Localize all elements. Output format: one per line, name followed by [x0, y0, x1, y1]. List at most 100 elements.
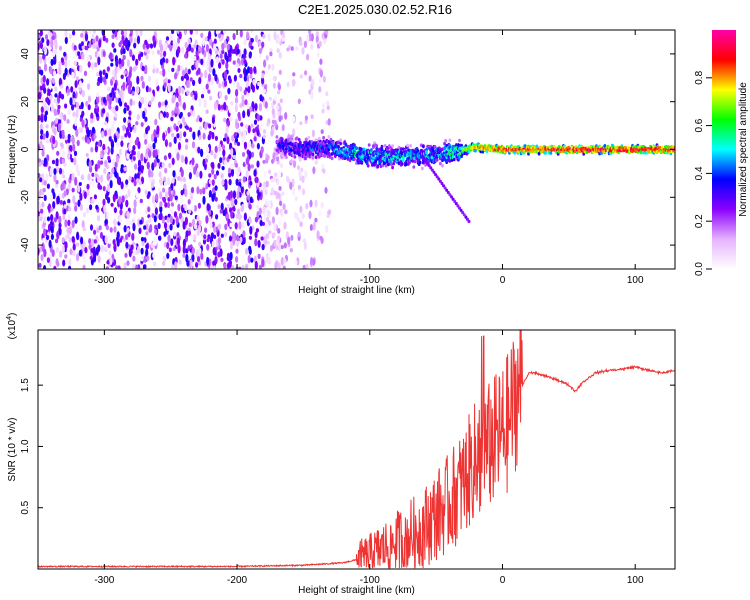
noise-cell — [112, 120, 116, 125]
noise-cell — [94, 62, 98, 68]
noise-cell — [81, 136, 85, 141]
noise-cell — [100, 244, 104, 253]
snr-ytick-label: 1.0 — [20, 439, 31, 453]
noise-cell — [55, 258, 59, 266]
noise-cell — [211, 161, 215, 170]
noise-cell — [68, 265, 72, 269]
noise-cell — [268, 230, 272, 235]
noise-cell — [273, 239, 277, 248]
noise-cell — [75, 253, 80, 262]
noise-cell — [153, 129, 157, 138]
noise-cell — [154, 118, 158, 126]
noise-cell — [191, 205, 195, 212]
noise-cell — [42, 187, 46, 193]
noise-cell — [139, 219, 143, 225]
noise-cell — [72, 111, 76, 117]
streak-cell — [437, 177, 441, 181]
noise-cell — [154, 237, 158, 247]
noise-cell — [202, 158, 206, 167]
noise-cell — [163, 231, 167, 237]
ridge-cell — [383, 144, 387, 148]
noise-cell — [115, 142, 120, 148]
noise-cell — [58, 61, 62, 68]
noise-cell — [102, 108, 106, 114]
noise-cell — [93, 239, 97, 244]
noise-cell — [111, 69, 115, 76]
noise-cell — [250, 257, 254, 263]
noise-cell — [63, 190, 67, 197]
noise-cell — [274, 109, 278, 116]
ridge-cell — [367, 143, 371, 147]
ridge-cell — [598, 151, 601, 156]
noise-cell — [324, 187, 328, 194]
heatmap-ytick-label: -20 — [20, 190, 31, 205]
noise-cell — [229, 190, 233, 199]
noise-cell — [40, 208, 44, 214]
noise-cell — [180, 154, 185, 164]
noise-cell — [154, 149, 158, 157]
noise-cell — [291, 78, 295, 87]
noise-cell — [144, 48, 148, 53]
noise-cell — [261, 76, 265, 85]
noise-cell — [125, 241, 129, 249]
heatmap-xtick-label: -200 — [227, 275, 247, 286]
noise-cell — [193, 56, 197, 61]
noise-cell — [109, 256, 113, 266]
noise-cell — [110, 146, 114, 155]
noise-cell — [182, 238, 186, 248]
noise-cell — [286, 81, 290, 88]
noise-cell — [118, 57, 122, 65]
noise-cell — [129, 153, 133, 160]
noise-cell — [50, 226, 54, 232]
noise-cell — [67, 219, 71, 227]
noise-cell — [276, 48, 280, 53]
noise-cell — [48, 239, 52, 249]
noise-cell — [240, 185, 244, 194]
noise-cell — [124, 252, 128, 258]
noise-cell — [211, 240, 215, 248]
noise-cell — [144, 138, 148, 145]
noise-cell — [146, 255, 150, 261]
streak-cell — [429, 166, 433, 170]
noise-cell — [223, 263, 227, 269]
noise-cell — [64, 67, 68, 76]
noise-cell — [231, 230, 235, 239]
noise-cell — [113, 82, 117, 91]
noise-cell — [201, 46, 205, 55]
noise-cell — [47, 57, 51, 64]
noise-cell — [210, 264, 214, 269]
noise-cell — [38, 262, 42, 268]
ridge-cell — [310, 140, 314, 144]
noise-cell — [258, 53, 262, 58]
noise-cell — [223, 70, 228, 80]
noise-cell — [157, 222, 161, 230]
ridge-cell — [430, 155, 434, 160]
noise-cell — [243, 89, 247, 96]
noise-cell — [256, 142, 260, 150]
noise-cell — [215, 30, 219, 35]
streak-cell — [430, 168, 434, 172]
noise-cell — [304, 70, 308, 76]
noise-cell — [170, 238, 174, 247]
noise-cell — [273, 31, 277, 41]
noise-cell — [187, 68, 191, 75]
noise-cell — [224, 94, 228, 101]
noise-cell — [38, 158, 41, 163]
noise-cell — [41, 149, 45, 157]
noise-cell — [243, 129, 247, 139]
noise-cell — [184, 188, 188, 198]
ridge-cell — [390, 162, 393, 167]
noise-cell — [127, 75, 131, 83]
noise-cell — [140, 75, 144, 82]
noise-cell — [223, 79, 228, 88]
noise-cell — [181, 46, 185, 54]
noise-cell — [277, 83, 281, 91]
noise-cell — [129, 249, 133, 254]
noise-cell — [248, 203, 252, 210]
noise-cell — [226, 119, 231, 127]
noise-cell — [244, 99, 248, 106]
noise-cell — [92, 43, 96, 49]
noise-cell — [78, 249, 82, 257]
noise-cell — [224, 159, 228, 165]
snr-ytick-label: 1.5 — [20, 378, 31, 392]
